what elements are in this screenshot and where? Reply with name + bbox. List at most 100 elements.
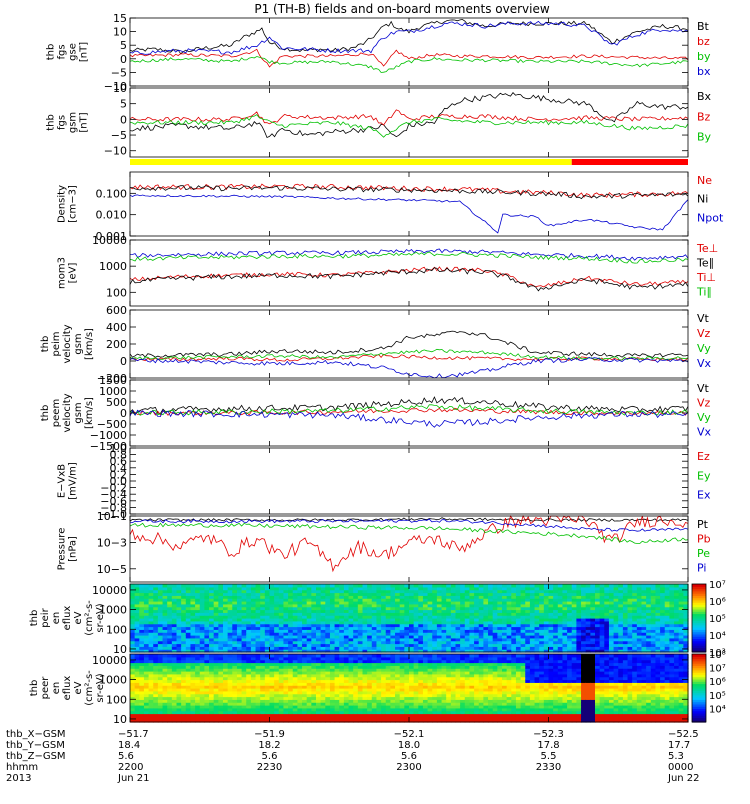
heatmap-cell: [190, 584, 195, 587]
heatmap-cell: [218, 654, 223, 657]
heatmap-cell: [646, 584, 651, 587]
legend-label: Ti∥: [696, 286, 712, 299]
series-line-Vz: [130, 354, 688, 361]
heatmap-cell: [465, 584, 470, 587]
series-line-Te⊥: [130, 267, 688, 287]
heatmap-cell: [516, 584, 521, 587]
y-tick-label: 15: [113, 12, 127, 25]
heatmap-cell: [311, 584, 316, 587]
heatmap-cell: [609, 584, 614, 587]
heatmap-cell: [437, 654, 442, 657]
heatmap-cell: [637, 584, 642, 587]
heatmap-cell: [223, 584, 228, 587]
heatmap-cell: [521, 584, 526, 587]
heatmap-cell: [451, 584, 456, 587]
heatmap-cell: [158, 584, 163, 587]
heatmap-cell: [493, 584, 498, 587]
heatmap-cell: [414, 654, 419, 657]
heatmap-cell: [376, 584, 381, 587]
panel-p7: 1.00.80.60.40.20.0−0.2−0.4−0.6−0.8−1.0E−…: [57, 442, 711, 521]
heatmap-cell: [316, 584, 321, 587]
y-axis-label: peim: [51, 331, 62, 356]
heatmap-cell: [525, 584, 530, 587]
series-line-Bt: [130, 19, 688, 53]
heatmap-cell: [353, 654, 358, 657]
colorbar-tick-label: 10⁷: [709, 580, 726, 591]
heatmap-cell: [488, 584, 493, 587]
series-line-Bx: [130, 93, 688, 138]
heatmap-cell: [400, 654, 405, 657]
y-axis-label: (cm²-s-: [84, 600, 95, 636]
y-axis-label: velocity: [62, 324, 73, 363]
legend-label: Vz: [697, 327, 711, 340]
heatmap-cell: [139, 654, 144, 657]
heatmap-cell: [279, 584, 284, 587]
y-axis-label: thb: [46, 44, 57, 61]
y-axis-label: thb: [46, 114, 57, 131]
heatmap-cell: [553, 584, 558, 587]
y-axis-label: gsm: [68, 112, 79, 133]
y-axis-label: [eV]: [68, 263, 79, 284]
heatmap-cell: [144, 584, 149, 587]
series-line-Vt: [130, 397, 688, 413]
panel-frame: [130, 310, 688, 378]
heatmap-cell: [432, 654, 437, 657]
y-tick-label: 10−1: [97, 510, 127, 523]
legend-label: Vx: [697, 426, 712, 439]
y-tick-label: 0.010: [96, 209, 128, 222]
series-line-Ni: [130, 186, 688, 199]
heatmap-cell: [595, 584, 600, 587]
y-tick-label: 5: [120, 98, 127, 111]
colorbar-tick-label: 10⁶: [709, 597, 726, 608]
heatmap-cell: [442, 654, 447, 657]
heatmap-cell: [293, 654, 298, 657]
heatmap-cell: [628, 584, 633, 587]
heatmap-cell: [632, 584, 637, 587]
heatmap-cell: [297, 584, 302, 587]
heatmap-cell: [604, 584, 609, 587]
heatmap-cell: [665, 584, 670, 587]
heatmap-cell: [302, 654, 307, 657]
heatmap-cell: [135, 584, 140, 587]
heatmap-cell: [344, 654, 349, 657]
heatmap-cell: [321, 584, 326, 587]
heatmap-cell: [195, 654, 200, 657]
heatmap-cell: [307, 654, 312, 657]
legend-label: Ez: [697, 450, 710, 463]
y-axis-label: [nT]: [79, 42, 90, 62]
heatmap-cell: [204, 654, 209, 657]
y-tick-label: 200: [106, 338, 127, 351]
y-axis-label: thb: [40, 336, 51, 353]
heatmap-cell: [428, 584, 433, 587]
y-axis-label: thb: [40, 405, 51, 422]
y-tick-label: 100: [106, 286, 127, 299]
y-tick-label: 10: [113, 26, 127, 39]
heatmap-cell: [349, 654, 354, 657]
heatmap-cell: [200, 584, 205, 587]
y-axis-label: [km/s]: [84, 397, 95, 429]
heatmap-cell: [344, 584, 349, 587]
legend-label: Te∥: [696, 257, 714, 270]
heatmap-cell: [251, 584, 256, 587]
series-line-Vt: [130, 331, 688, 357]
series-line-Npot: [130, 195, 688, 233]
heatmap-cell: [297, 654, 302, 657]
heatmap-cell: [442, 584, 447, 587]
y-axis-label: eflux: [62, 606, 73, 631]
y-axis-label: fgs: [57, 115, 68, 130]
legend-label: Vy: [697, 411, 711, 424]
legend-label: Vy: [697, 342, 711, 355]
heatmap-cell: [535, 584, 540, 587]
heatmap-cell: [232, 654, 237, 657]
heatmap-cell: [451, 654, 456, 657]
heatmap-cell: [386, 584, 391, 587]
legend-label: Pe: [697, 547, 710, 560]
heatmap-cell: [660, 584, 665, 587]
legend-label: Ey: [697, 469, 711, 482]
legend-label: Bt: [697, 20, 710, 33]
